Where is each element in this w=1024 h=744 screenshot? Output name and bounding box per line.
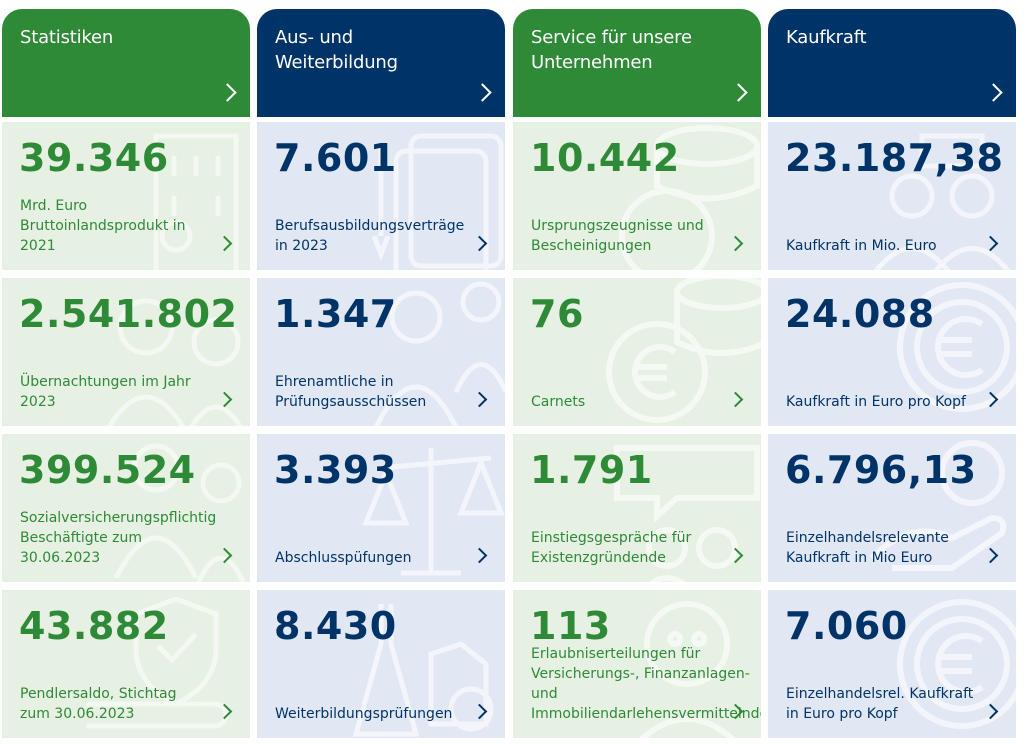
tile-label: Einzelhandelsrel. Kaufkraft in Euro pro … [786,686,974,722]
tile-kaufkraft-1[interactable]: 23.187,38 Kaufkraft in Mio. Euro [768,122,1016,270]
tile-label: Einzelhandelsrelevante Kaufkraft in Mio … [786,530,949,566]
people-icon [113,443,247,582]
header-service[interactable]: Service für unsere Unternehmen [513,9,761,117]
header-title: Aus- und Weiterbildung [275,27,398,73]
tile-value: 39.346 [19,136,169,180]
chevron-right-icon [984,83,1003,102]
chevron-right-icon [218,83,237,102]
coins-euro-icon [619,125,760,270]
tile-value: 3.393 [274,448,397,492]
tile-value: 399.524 [19,448,196,492]
tile-kaufkraft-3[interactable]: 6.796,13 Einzelhandelsrelevante Kaufkraf… [768,434,1016,582]
tile-value: 2.541.802 [19,292,238,336]
header-title: Statistiken [20,27,114,48]
tile-value: 1.347 [274,292,397,336]
header-title: Kaufkraft [786,27,867,48]
chevron-right-icon [729,83,748,102]
tile-service-3[interactable]: 1.791 Einstiegsgespräche für Existenzgrü… [513,434,761,582]
tile-service-1[interactable]: 10.442 Ursprungszeugnisse und Bescheinig… [513,122,761,270]
tile-value: 7.060 [785,604,908,648]
tile-aus-und-weiterbildung-2[interactable]: 1.347 Ehrenamtliche in Prüfungsausschüss… [257,278,505,426]
tile-label: Mrd. Euro Bruttoinlandsprodukt in 2021 [20,198,186,254]
hand-coin-icon [869,440,1007,571]
person-icon [638,601,736,738]
tile-service-4[interactable]: 113 Erlaubniserteilungen für Versicherun… [513,590,761,738]
tile-value: 1.791 [530,448,653,492]
tile-aus-und-weiterbildung-4[interactable]: 8.430 Weiterbildungsprüfungen [257,590,505,738]
tile-label: Berufsausbildungsverträge in 2023 [275,218,465,254]
document-pen-icon [371,133,504,270]
tile-label: Weiterbildungsprüfungen [275,706,453,722]
header-statistiken[interactable]: Statistiken [2,9,250,117]
flask-icon [352,604,494,737]
tile-label: Erlaubniserteilungen für Versicherungs-,… [531,646,761,722]
tile-label: Einstiegsgespräche für Existenzgründende [531,530,692,566]
tile-label: Sozialversicherungspflichtig Beschäftigt… [20,510,217,566]
tile-kaufkraft-4[interactable]: 7.060 Einzelhandelsrel. Kaufkraft in Eur… [768,590,1016,738]
chevron-right-icon [473,83,492,102]
tile-value: 43.882 [19,604,169,648]
tile-aus-und-weiterbildung-1[interactable]: 7.601 Berufsausbildungsverträge in 2023 [257,122,505,270]
tile-label: Carnets [531,394,586,410]
header-kaufkraft[interactable]: Kaufkraft [768,9,1016,117]
scales-icon [362,448,505,576]
euro-coin-icon [897,282,1016,412]
building-icon [153,133,239,270]
tile-statistiken-1[interactable]: 39.346 Mrd. Euro Bruttoinlandsprodukt in… [2,122,250,270]
shield-check-icon [86,596,229,729]
tile-value: 7.601 [274,136,397,180]
tile-value: 23.187,38 [785,136,1004,180]
euro-coin-icon [606,278,761,423]
header-aus-und-weiterbildung[interactable]: Aus- und Weiterbildung [257,9,505,117]
tile-aus-und-weiterbildung-3[interactable]: 3.393 Abschlusspüfungen [257,434,505,582]
tile-label: Abschlusspüfungen [275,550,412,566]
tile-value: 6.796,13 [785,448,977,492]
tile-label: Ehrenamtliche in Prüfungsausschüssen [275,374,427,410]
tile-label: Kaufkraft in Mio. Euro [786,238,937,254]
chat-bubble-icon [614,445,760,582]
tile-statistiken-4[interactable]: 43.882 Pendlersaldo, Stichtag zum 30.06.… [2,590,250,738]
tile-statistiken-2[interactable]: 2.541.802 Übernachtungen im Jahr 2023 [2,278,250,426]
tile-label: Kaufkraft in Euro pro Kopf [786,394,966,410]
people-icon [106,298,243,426]
tile-label: Ursprungszeugnisse und Bescheinigungen [531,218,704,254]
tile-statistiken-3[interactable]: 399.524 Sozialversicherungspflichtig Bes… [2,434,250,582]
people-icon [873,133,1011,270]
euro-coin-icon [897,599,1016,729]
tile-value: 24.088 [785,292,935,336]
tile-kaufkraft-2[interactable]: 24.088 Kaufkraft in Euro pro Kopf [768,278,1016,426]
tile-value: 76 [530,292,584,336]
tile-value: 8.430 [274,604,397,648]
tile-value: 10.442 [530,136,680,180]
people-icon [373,281,505,426]
tile-label: Übernachtungen im Jahr 2023 [20,374,191,410]
tile-value: 113 [530,604,611,648]
header-title: Service für unsere Unternehmen [531,27,692,73]
tile-label: Pendlersaldo, Stichtag zum 30.06.2023 [20,686,177,722]
tile-service-2[interactable]: 76 Carnets [513,278,761,426]
